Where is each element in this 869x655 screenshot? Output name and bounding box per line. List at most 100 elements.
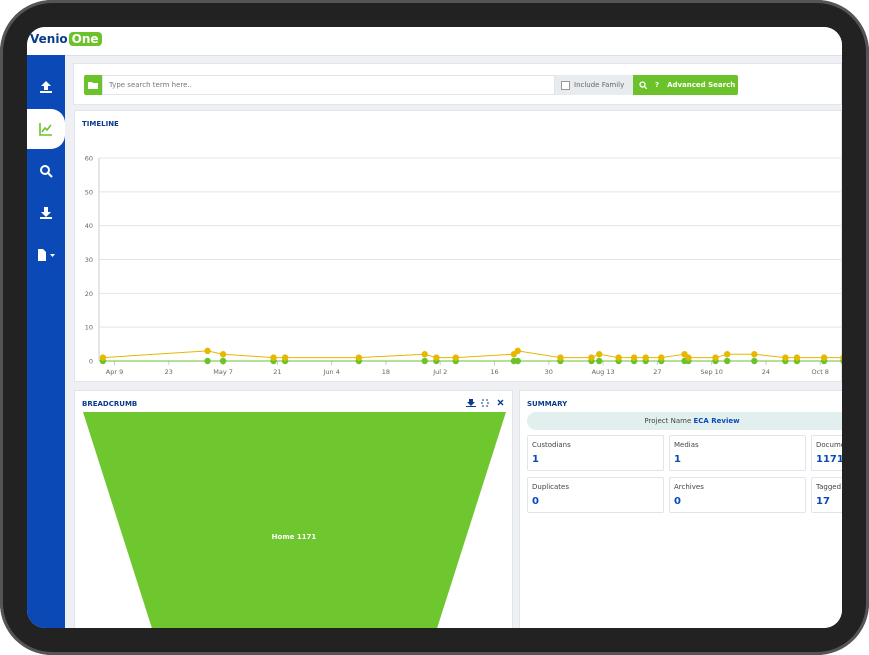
advanced-search-button[interactable]: Advanced Search [667,81,736,89]
data-point [557,354,564,361]
search-input[interactable]: Type search term here.. [102,75,555,95]
data-point [219,351,227,358]
folder-button[interactable] [84,75,102,95]
data-point [433,354,440,361]
data-point [751,357,758,365]
document-icon [38,249,55,261]
download-icon [40,207,52,219]
download-button[interactable] [27,193,65,233]
upload-icon [40,81,52,93]
breadcrumb-title: BREADCRUMB [82,400,138,408]
x-tick-label: 16 [490,368,498,376]
x-tick-label: Apr 9 [106,368,123,376]
expand-icon[interactable] [481,399,489,407]
folder-icon [88,82,98,89]
data-point [793,354,801,361]
data-point [421,357,428,365]
data-point [452,354,459,361]
y-tick-label: 50 [85,188,93,196]
data-point [596,351,603,358]
search-icon [40,165,53,178]
upload-button[interactable] [27,67,65,107]
y-tick-label: 0 [89,358,93,366]
x-tick-label: 18 [382,368,390,376]
x-tick-label: Sep 10 [700,368,723,376]
series-line [102,350,842,359]
data-point [588,354,595,361]
timeline-panel: TIMELINE 0 10 20 30 40 50 60 Apr 9 23 May 7 21 Jun … [74,110,842,382]
card-label: Medias [674,441,699,449]
data-point [685,354,692,361]
card-label: Custodians [532,441,571,449]
logo[interactable]: Venio One [30,32,102,46]
data-point [642,354,649,361]
summary-card: Custodians 1 [527,435,664,471]
card-value: 1 [532,454,539,465]
data-point [204,357,211,365]
x-tick-label: Oct 8 [812,368,829,376]
close-icon[interactable] [497,399,504,406]
x-tick-label: 23 [165,368,173,376]
card-value: 17 [816,496,830,507]
checkbox [561,80,570,90]
data-point [723,351,731,358]
data-point [219,357,227,365]
funnel-level[interactable] [83,412,506,628]
help-button[interactable]: ? [655,81,660,89]
card-value: 0 [674,496,681,507]
data-point [514,347,521,355]
summary-card: Medias 1 [669,435,806,471]
search-button-icon[interactable] [639,81,647,89]
data-point [596,357,603,365]
sidebar [27,55,65,628]
data-point [820,354,828,361]
card-label: Documents [816,441,842,449]
data-point [712,354,719,361]
x-tick-label: May 7 [213,368,233,376]
data-point [782,354,789,361]
timeline-button[interactable] [27,109,65,149]
screen: Venio One Type search term here.. Include… [27,27,842,628]
data-point [840,354,842,361]
y-tick-label: 60 [85,155,93,163]
data-point [615,354,622,361]
top-bar: Venio One [27,27,842,56]
project-label: Project Name [644,417,692,425]
data-point [281,354,289,361]
timeline-title: TIMELINE [82,120,119,128]
data-point [270,354,277,361]
x-tick-label: 21 [273,368,281,376]
x-tick-label: Jul 2 [432,368,447,376]
include-family-label: Include Family [574,81,625,89]
breadcrumb-panel: BREADCRUMB Home 1171 [74,390,513,628]
y-tick-label: 40 [85,222,93,230]
document-menu[interactable] [27,235,65,275]
chart-icon [39,123,52,136]
data-point [421,351,428,358]
summary-card: Duplicates 0 [527,477,664,513]
funnel-label: Home 1171 [272,533,317,541]
logo-text: Venio [30,32,68,46]
card-label: Duplicates [532,483,569,491]
card-label: Tagged [816,483,842,491]
summary-card: Documents 1171 [811,435,842,471]
project-name: ECA Review [693,417,740,425]
breadcrumb-graphic: Home 1171 [83,399,506,628]
data-point [355,354,362,361]
summary-card: Tagged 17 [811,477,842,513]
card-label: Archives [674,483,704,491]
timeline-chart: 0 10 20 30 40 50 60 Apr 9 23 May 7 21 Jun 4 18 Jul 2 1… [85,155,842,376]
card-value: 1 [674,454,681,465]
panel-tools [466,399,504,407]
include-family-checkbox[interactable]: Include Family [555,75,633,95]
summary-panel: SUMMARY Project Name ECA Review Custodia… [519,390,842,628]
y-tick-label: 20 [85,290,93,298]
summary-title: SUMMARY [527,400,568,408]
search-bar: Type search term here.. Include Family ?… [84,75,738,95]
data-point [630,354,638,361]
export-icon[interactable] [466,399,476,407]
search-button[interactable] [27,151,65,191]
y-tick-label: 10 [85,324,93,332]
data-point [99,354,107,361]
